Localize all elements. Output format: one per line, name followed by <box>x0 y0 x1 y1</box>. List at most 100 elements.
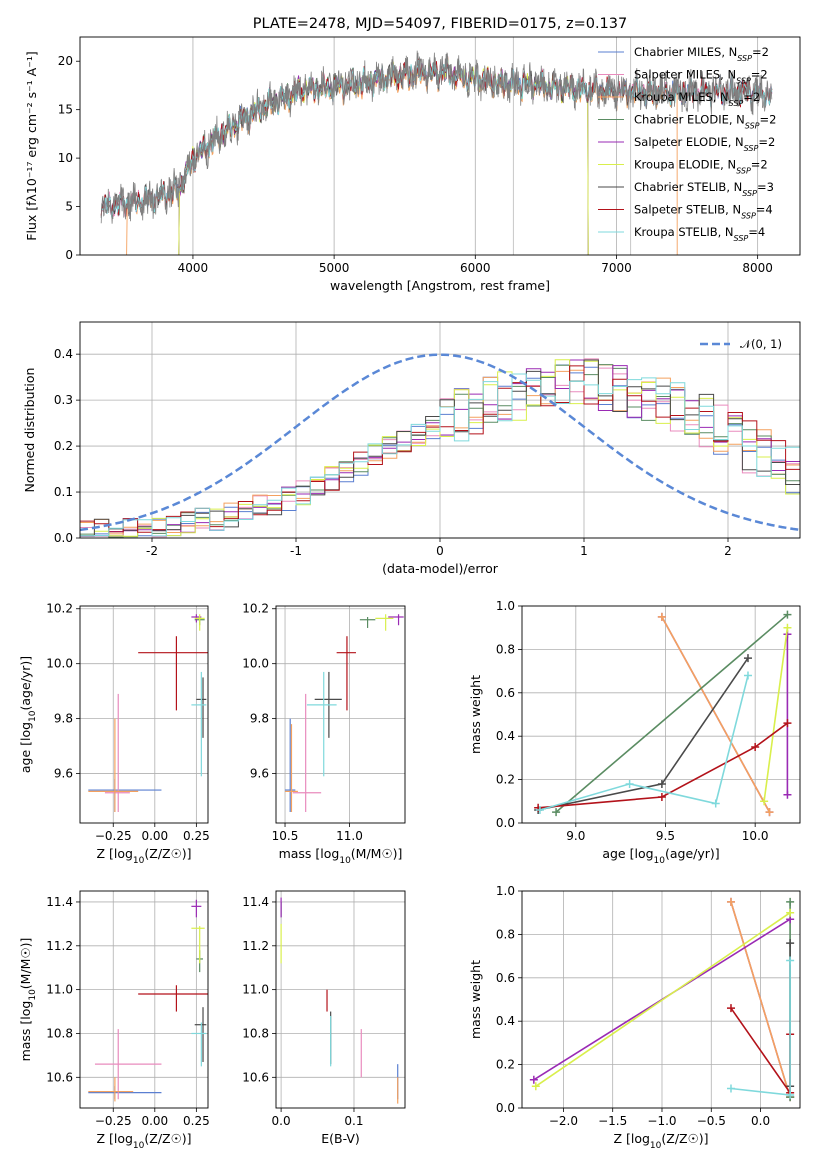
weight-marker-s_stelib <box>751 743 760 752</box>
observed-spectrum-line <box>100 50 773 224</box>
normal-reference-curve <box>80 353 800 532</box>
y-tick-label: 0.6 <box>496 686 515 700</box>
weight-vs-metallicity-panel: −2.0 −1.5 −1.0 −0.5 0.0 0.0 0.2 0.4 0.6 0.8 1.0 Z [… <box>468 884 801 1151</box>
x-tick-label: 0.25 <box>183 829 210 843</box>
y-tick-label: 0.4 <box>496 1014 515 1028</box>
x-tick-label: −0.25 <box>95 1114 132 1128</box>
legend-label-normal: 𝒩(0, 1) <box>740 337 782 351</box>
mass-vs-ebv-plot-area <box>280 897 399 1104</box>
legend-label-s_miles: Salpeter MILES, NSSP=2 <box>634 68 768 86</box>
y-axis-label: mass weight <box>468 960 483 1039</box>
x-axis-label: wavelength [Angstrom, rest frame] <box>330 278 550 293</box>
age-vs-metallicity-plot-area <box>88 614 208 813</box>
weight-marker-k_miles <box>726 897 735 906</box>
y-tick-label: 11.0 <box>46 983 73 997</box>
mass-vs-metallicity-plot-area <box>88 899 208 1102</box>
y-tick-label: 10.6 <box>242 1070 269 1084</box>
legend-label-k_miles: Kroupa MILES, NSSP=2 <box>634 90 760 108</box>
y-tick-label: 10.0 <box>242 657 269 671</box>
weight-marker-s_stelib <box>726 1004 735 1013</box>
mass-vs-metallicity-panel: −0.25 0.00 0.25 10.6 10.8 11.0 11.2 11.4 Z [log1… <box>18 890 210 1151</box>
y-axis-label: Flux [fλ10⁻¹⁷ erg cm⁻² s⁻¹ A⁻¹] <box>24 51 39 240</box>
spectrum-plot-area <box>100 37 773 255</box>
weight-line-c_elodie <box>555 614 788 813</box>
y-tick-label: 10.2 <box>242 602 269 616</box>
y-tick-label: 11.2 <box>46 939 73 953</box>
weight-marker-c_stelib <box>786 939 795 948</box>
y-tick-label: 11.4 <box>242 895 269 909</box>
model-line-k_miles <box>126 65 678 255</box>
x-axis-label: (data-model)/error <box>382 561 499 576</box>
x-tick-label: -2 <box>146 544 158 558</box>
weight-marker-c_elodie <box>783 610 792 619</box>
weight-marker-c_stelib <box>657 779 666 788</box>
y-tick-label: 5 <box>65 200 73 214</box>
y-tick-label: 15 <box>58 103 73 117</box>
x-tick-label: 0 <box>436 544 444 558</box>
axes-frame <box>275 890 406 1109</box>
x-axis-label: E(B-V) <box>321 1131 360 1146</box>
y-tick-label: 0.1 <box>54 485 73 499</box>
page-title: PLATE=2478, MJD=54097, FIBERID=0175, z=0… <box>253 16 627 32</box>
axes-frame <box>79 605 209 824</box>
weight-vs-age-panel: 9.0 9.5 10.0 0.0 0.2 0.4 0.6 0.8 1.0 age [log10(a… <box>468 599 801 866</box>
x-tick-label: 1 <box>580 544 588 558</box>
weight-marker-s_elodie <box>783 790 792 799</box>
y-tick-label: 11.0 <box>242 983 269 997</box>
weight-marker-k_stelib <box>625 779 634 788</box>
weight-marker-s_elodie <box>529 1075 538 1084</box>
weight-marker-k_miles <box>765 808 774 817</box>
x-tick-label: −1.0 <box>647 1114 676 1128</box>
y-tick-label: 0.2 <box>496 773 515 787</box>
legend-label-c_elodie: Chabrier ELODIE, NSSP=2 <box>634 113 776 131</box>
x-tick-label: 5000 <box>319 261 350 275</box>
x-axis-label: Z [log10(Z/Z☉)] <box>613 1131 708 1151</box>
x-tick-label: 8000 <box>742 261 773 275</box>
y-tick-label: 10.8 <box>46 1026 73 1040</box>
y-tick-label: 0.3 <box>54 393 73 407</box>
weight-marker-k_miles <box>657 612 666 621</box>
weight-marker-s_stelib <box>783 719 792 728</box>
weight-line-k_miles <box>730 901 791 1098</box>
axes-frame <box>79 890 209 1109</box>
y-tick-label: 1.0 <box>496 599 515 613</box>
y-tick-label: 0.0 <box>496 816 515 830</box>
x-tick-label: 7000 <box>601 261 632 275</box>
legend-label-c_miles: Chabrier MILES, NSSP=2 <box>634 45 769 63</box>
weight-vs-age-plot-area <box>534 610 792 817</box>
weight-line-k_stelib <box>539 675 749 811</box>
y-tick-label: 0.8 <box>496 642 515 656</box>
legend-label-c_stelib: Chabrier STELIB, NSSP=3 <box>634 180 774 198</box>
y-tick-label: 20 <box>58 54 73 68</box>
weight-marker-s_stelib <box>657 792 666 801</box>
y-tick-label: 11.4 <box>46 895 73 909</box>
weight-line-k_elodie <box>763 627 789 802</box>
x-tick-label: 6000 <box>460 261 491 275</box>
y-tick-label: 0.6 <box>496 971 515 985</box>
y-tick-label: 0.2 <box>496 1058 515 1072</box>
residual-histogram-panel: -2 -1 0 1 2 0.0 0.1 0.2 0.3 0.4 (data-model)/error… <box>22 321 801 576</box>
weight-marker-k_elodie <box>783 623 792 632</box>
x-tick-label: 10.0 <box>742 829 769 843</box>
y-tick-label: 0.2 <box>54 439 73 453</box>
x-tick-label: 4000 <box>178 261 209 275</box>
y-tick-label: 0.0 <box>496 1101 515 1115</box>
y-tick-label: 1.0 <box>496 884 515 898</box>
x-tick-label: 11.0 <box>336 829 363 843</box>
y-tick-label: 10.0 <box>46 657 73 671</box>
x-tick-label: 9.0 <box>566 829 585 843</box>
y-axis-label: mass [log10(M/M☉)] <box>18 938 38 1062</box>
y-tick-label: 10 <box>58 151 73 165</box>
legend-label-s_elodie: Salpeter ELODIE, NSSP=2 <box>634 135 775 153</box>
x-tick-label: −0.25 <box>95 829 132 843</box>
weight-marker-k_stelib <box>786 956 795 965</box>
x-axis-label: Z [log10(Z/Z☉)] <box>96 846 191 866</box>
histogram-steps-k_elodie <box>80 359 800 537</box>
axes-frame <box>79 321 801 539</box>
y-axis-label: Normed distribution <box>22 368 37 493</box>
y-axis-label: mass weight <box>468 675 483 754</box>
axes-frame <box>79 36 801 256</box>
x-tick-label: 0.1 <box>344 1114 363 1128</box>
x-tick-label: −1.5 <box>598 1114 627 1128</box>
